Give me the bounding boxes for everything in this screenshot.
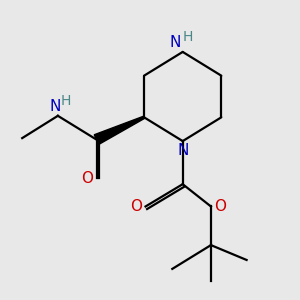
Polygon shape bbox=[94, 116, 145, 144]
Text: H: H bbox=[183, 31, 193, 44]
Text: N: N bbox=[177, 142, 188, 158]
Text: N: N bbox=[170, 35, 181, 50]
Text: H: H bbox=[61, 94, 71, 108]
Text: O: O bbox=[130, 199, 142, 214]
Text: O: O bbox=[82, 171, 94, 186]
Text: N: N bbox=[50, 99, 61, 114]
Text: O: O bbox=[214, 199, 226, 214]
